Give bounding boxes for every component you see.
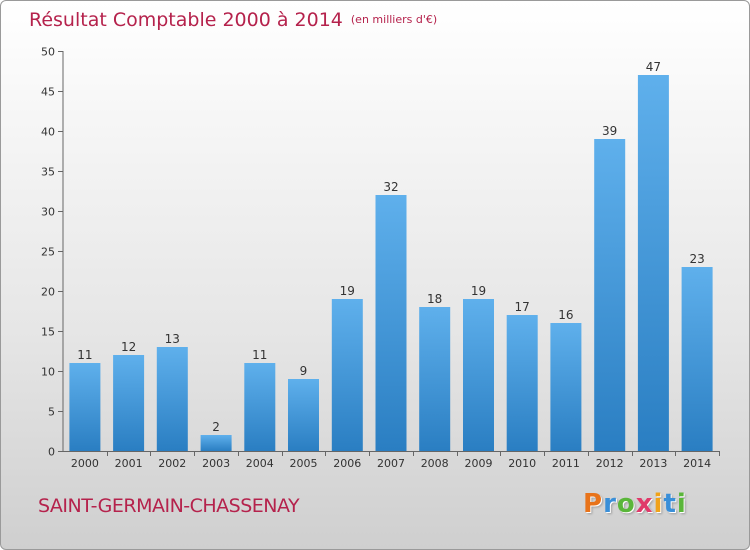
proxiti-logo: Proxiti — [583, 489, 687, 519]
bar — [594, 139, 626, 451]
chart-title-text: Résultat Comptable 2000 à 2014 — [29, 9, 343, 31]
logo-letter: P — [583, 489, 604, 519]
x-tick-label: 2013 — [639, 457, 667, 470]
y-tick-label: 15 — [41, 326, 55, 339]
bar — [69, 363, 101, 451]
x-tick-label: 2009 — [465, 457, 493, 470]
y-tick-label: 30 — [41, 206, 55, 219]
bar-data-label: 17 — [515, 300, 530, 314]
bar — [200, 435, 232, 451]
bar-data-label: 9 — [300, 364, 308, 378]
x-tick-label: 2012 — [596, 457, 624, 470]
bar-data-label: 18 — [427, 292, 442, 306]
y-tick-label: 40 — [41, 126, 55, 139]
x-tick-label: 2011 — [552, 457, 580, 470]
bar — [156, 347, 188, 451]
x-tick-label: 2007 — [377, 457, 405, 470]
chart-bars: 11 12 13 2 11 9 19 32 18 19 17 16 39 47 23 — [69, 60, 713, 451]
x-tick-label: 2010 — [508, 457, 536, 470]
y-tick-label: 50 — [41, 46, 55, 59]
bar — [506, 315, 538, 451]
chart-unit: (en milliers d'€) — [350, 13, 438, 26]
bar — [375, 195, 407, 451]
x-tick-label: 2002 — [158, 457, 186, 470]
bar — [550, 323, 582, 451]
bar-data-label: 12 — [121, 340, 136, 354]
bar — [113, 355, 145, 451]
logo-letter: t — [663, 489, 677, 519]
bar — [419, 307, 451, 451]
bar-data-label: 39 — [602, 124, 617, 138]
y-tick-label: 10 — [41, 366, 55, 379]
x-tick-label: 2004 — [246, 457, 274, 470]
logo-letter: i — [653, 489, 664, 519]
bar-data-label: 11 — [77, 348, 92, 362]
x-tick-label: 2005 — [290, 457, 318, 470]
bar — [244, 363, 276, 451]
bar-data-label: 2 — [212, 420, 220, 434]
x-tick-label: 2000 — [71, 457, 99, 470]
bar — [681, 267, 713, 451]
commune-name: SAINT-GERMAIN-CHASSENAY — [38, 495, 300, 517]
bar-data-label: 32 — [383, 180, 398, 194]
bar-data-label: 16 — [558, 308, 573, 322]
y-tick-label: 0 — [48, 446, 55, 459]
x-tick-label: 2008 — [421, 457, 449, 470]
y-tick-label: 45 — [41, 86, 55, 99]
bar — [288, 379, 319, 451]
logo-letter: x — [635, 489, 654, 519]
y-tick-label: 20 — [41, 286, 55, 299]
bar — [331, 299, 363, 451]
y-tick-label: 35 — [41, 166, 55, 179]
x-tick-label: 2014 — [683, 457, 711, 470]
bar-data-label: 13 — [165, 332, 180, 346]
y-tick-label: 25 — [41, 246, 55, 259]
chart-title: Résultat Comptable 2000 à 2014 (en millie… — [29, 9, 437, 31]
bar — [637, 75, 669, 451]
chart-axes: 0 5 10 15 20 25 30 35 40 45 50 2000 2001 2002 2003 2004… — [41, 46, 720, 470]
x-tick-label: 2003 — [202, 457, 230, 470]
logo-letter: i — [676, 489, 687, 519]
y-tick-label: 5 — [48, 406, 55, 419]
x-tick-label: 2006 — [333, 457, 361, 470]
logo-letter: r — [603, 489, 617, 519]
x-tick-label: 2001 — [115, 457, 143, 470]
logo-letter: o — [616, 489, 636, 519]
bar-data-label: 11 — [252, 348, 267, 362]
bar — [463, 299, 494, 451]
bar-data-label: 23 — [689, 252, 704, 266]
bar-data-label: 47 — [646, 60, 661, 74]
bar-data-label: 19 — [340, 284, 355, 298]
bar-data-label: 19 — [471, 284, 486, 298]
